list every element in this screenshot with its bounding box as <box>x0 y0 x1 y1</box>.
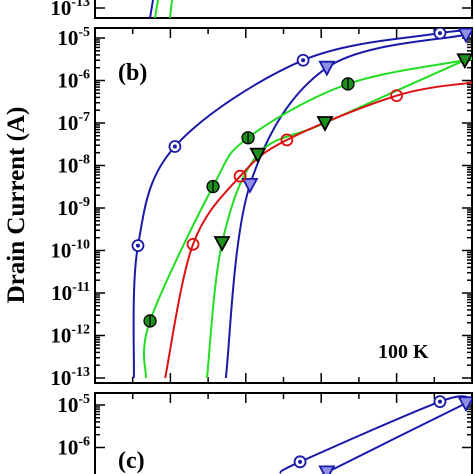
y-tick-label: 10-11 <box>51 280 90 305</box>
marker <box>143 314 157 328</box>
marker <box>293 455 307 469</box>
y-tick-exp: -6 <box>78 68 90 83</box>
marker <box>318 465 336 474</box>
marker-dot <box>135 243 140 248</box>
y-tick-exp: -11 <box>72 280 90 295</box>
panel-c-frame <box>94 392 473 474</box>
marker <box>433 395 447 409</box>
marker <box>168 140 182 153</box>
marker-dot <box>437 399 442 404</box>
fit-curve <box>132 29 472 379</box>
y-tick-base: 10 <box>57 69 78 93</box>
y-tick-base: 10 <box>57 393 78 417</box>
panel-label: (b) <box>118 60 147 86</box>
y-tick-base: 10 <box>50 0 71 20</box>
marker <box>186 237 200 251</box>
fit-curve <box>321 399 472 474</box>
marker <box>390 89 404 103</box>
y-tick-exp: -7 <box>78 110 90 125</box>
marker <box>206 179 220 194</box>
panel-a-curve-stub <box>154 0 173 18</box>
y-tick-base: 10 <box>57 154 78 178</box>
marker <box>280 133 294 147</box>
marker <box>316 116 334 132</box>
y-tick-base: 10 <box>57 26 78 50</box>
annotation: 100 K <box>378 341 429 363</box>
y-tick-base: 10 <box>57 436 78 460</box>
y-tick-exp: -5 <box>78 392 90 407</box>
y-tick-exp: -13 <box>71 0 90 10</box>
y-tick-label: 10-5 <box>57 25 90 50</box>
fit-curve <box>205 56 472 379</box>
y-tick-label: 10-6 <box>57 68 90 93</box>
y-tick-label: 10-10 <box>50 238 90 263</box>
y-tick-exp: -12 <box>71 323 90 338</box>
marker-dot <box>298 459 303 464</box>
y-tick-label: 10-8 <box>57 153 90 178</box>
y-tick-base: 10 <box>51 281 72 305</box>
panel-a-curve-stub <box>149 0 154 18</box>
marker <box>241 131 255 145</box>
marker <box>233 169 247 183</box>
marker <box>296 53 310 67</box>
y-tick-label: 10-13 <box>50 365 90 390</box>
y-tick-exp: -9 <box>78 195 90 210</box>
y-tick-label: 10-13 <box>50 0 90 20</box>
y-tick-base: 10 <box>50 324 71 348</box>
y-tick-base: 10 <box>50 366 71 390</box>
marker <box>249 147 267 164</box>
marker <box>241 177 259 194</box>
marker-dot <box>437 31 442 36</box>
fit-curve <box>279 395 472 474</box>
y-tick-exp: -5 <box>78 25 90 40</box>
y-tick-exp: -13 <box>71 365 90 380</box>
marker <box>456 53 472 70</box>
marker <box>341 77 355 91</box>
panel-a-frame <box>94 0 473 19</box>
marker <box>213 236 231 252</box>
y-tick-exp: -8 <box>78 153 90 168</box>
y-tick-base: 10 <box>57 111 78 135</box>
marker-dot <box>172 144 177 149</box>
fit-curve <box>142 58 472 379</box>
y-axis-label: Drain Current (A) <box>3 107 30 304</box>
marker <box>457 396 472 413</box>
y-tick-base: 10 <box>57 196 78 220</box>
panel-label: (c) <box>118 448 145 474</box>
marker-dot <box>301 58 306 63</box>
marker <box>457 28 472 44</box>
y-tick-label: 10-12 <box>50 323 90 348</box>
y-tick-label: 10-9 <box>57 195 90 220</box>
marker <box>131 239 145 253</box>
marker <box>318 60 336 77</box>
y-tick-label: 10-5 <box>57 392 90 417</box>
plot-area <box>131 28 472 379</box>
fit-curve <box>164 81 472 379</box>
y-tick-label: 10-6 <box>57 435 90 460</box>
y-tick-base: 10 <box>50 239 71 263</box>
y-tick-exp: -10 <box>71 238 90 253</box>
marker <box>433 28 447 40</box>
plot-area <box>279 395 472 474</box>
y-tick-label: 10-7 <box>57 110 90 135</box>
y-tick-exp: -6 <box>78 435 90 450</box>
